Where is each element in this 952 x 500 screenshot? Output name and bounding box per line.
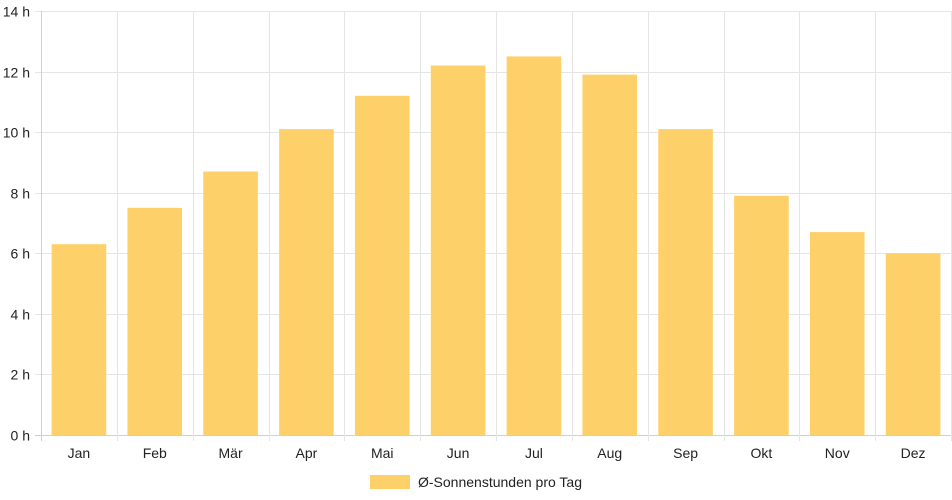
- y-tick-label: 2 h: [11, 367, 30, 383]
- x-tick-label: Jul: [525, 445, 543, 461]
- bar-mär[interactable]: [203, 171, 258, 435]
- bar-sep[interactable]: [658, 129, 713, 435]
- axes: 0 h 2 h 4 h 6 h 8 h 10 h 12 h 14 h Jan Feb Mär Apr M…: [3, 4, 926, 462]
- bar-jun[interactable]: [430, 65, 486, 435]
- bar-okt[interactable]: [734, 195, 789, 435]
- bar-jan[interactable]: [51, 244, 107, 435]
- x-tick-label: Jun: [447, 445, 470, 461]
- x-tick-label: Mär: [219, 445, 243, 461]
- bar-jul[interactable]: [506, 56, 562, 436]
- x-tick-label: Mai: [371, 445, 394, 461]
- x-tick-label: Feb: [143, 445, 167, 461]
- bar-nov[interactable]: [809, 232, 865, 435]
- legend-swatch[interactable]: [370, 475, 410, 489]
- bar-apr[interactable]: [279, 129, 334, 435]
- y-tick-label: 8 h: [11, 186, 30, 202]
- x-tick-label: Aug: [597, 445, 622, 461]
- grid-lines: [35, 11, 952, 441]
- y-tick-label: 0 h: [11, 428, 30, 444]
- x-tick-label: Jan: [68, 445, 91, 461]
- x-tick-label: Sep: [673, 445, 698, 461]
- legend[interactable]: Ø-Sonnenstunden pro Tag: [370, 474, 582, 490]
- x-tick-label: Okt: [751, 445, 773, 461]
- x-tick-label: Apr: [296, 445, 318, 461]
- legend-label[interactable]: Ø-Sonnenstunden pro Tag: [418, 474, 582, 490]
- bars: [51, 56, 941, 436]
- y-tick-label: 6 h: [11, 246, 30, 262]
- y-tick-label: 10 h: [3, 125, 30, 141]
- bar-dez[interactable]: [885, 253, 941, 435]
- bar-feb[interactable]: [127, 207, 183, 435]
- bar-mai[interactable]: [354, 95, 410, 436]
- x-tick-label: Nov: [825, 445, 850, 461]
- y-tick-label: 4 h: [11, 307, 30, 323]
- x-tick-label: Dez: [901, 445, 926, 461]
- y-tick-label: 12 h: [3, 65, 30, 81]
- y-tick-label: 14 h: [3, 4, 30, 20]
- bar-aug[interactable]: [582, 74, 638, 435]
